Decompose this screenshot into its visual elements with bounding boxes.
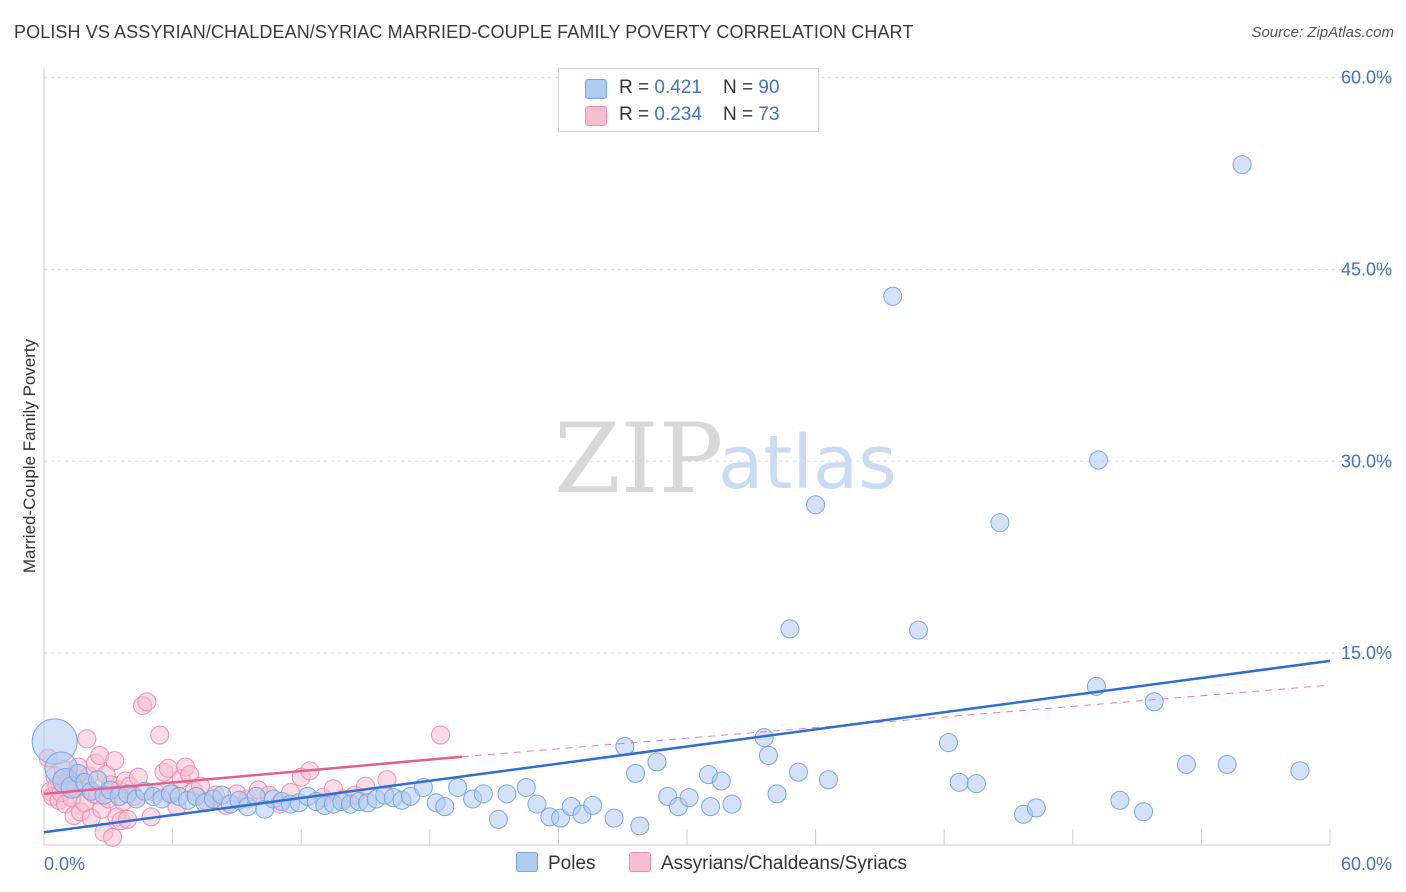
poles-point: [788, 762, 808, 782]
x-tick-label: 0.0%: [44, 854, 85, 874]
poles-point: [448, 777, 468, 797]
poles-point: [583, 795, 603, 815]
poles-point: [488, 809, 508, 829]
poles-point: [435, 797, 455, 817]
legend-poles-text: R = 0.421 N = 90: [619, 77, 780, 99]
poles-label: Poles: [548, 853, 596, 874]
grid-layer: [44, 77, 1392, 654]
poles-point: [722, 794, 742, 814]
legend-r-label: R =: [619, 104, 655, 125]
legend-n-label: N =: [723, 104, 759, 125]
legend-n-value: 73: [758, 104, 780, 125]
poles-point: [1110, 790, 1130, 810]
poles-point: [630, 816, 650, 836]
assyrian-point: [103, 827, 123, 847]
axes-layer: [43, 68, 1331, 846]
bottom-legend-poles: Poles: [516, 852, 596, 875]
assyrian-point: [105, 751, 125, 771]
legend-n-label: N =: [723, 77, 759, 98]
assyrians-swatch: [629, 852, 651, 872]
poles-swatch: [585, 79, 607, 99]
correlation-legend: R = 0.421 N = 90 R = 0.234 N = 73: [558, 68, 819, 132]
assyrian-points: [38, 692, 451, 847]
watermark: ZIP atlas: [554, 403, 897, 515]
poles-point: [647, 752, 667, 772]
y-tick-label: 45.0%: [1341, 259, 1392, 279]
poles-point: [883, 286, 903, 306]
chart-title: POLISH VS ASSYRIAN/CHALDEAN/SYRIAC MARRI…: [14, 22, 914, 42]
poles-point: [908, 620, 928, 640]
y-axis-label: Married-Couple Family Poverty: [20, 338, 39, 573]
assyrian-point: [77, 729, 97, 749]
poles-point: [990, 513, 1010, 533]
assyrian-trend-extension: [461, 684, 1331, 758]
poles-point: [767, 784, 787, 804]
source-label: Source: ZipAtlas.com: [1251, 24, 1394, 41]
poles-point: [701, 797, 721, 817]
poles-point: [806, 495, 826, 515]
poles-point: [1290, 761, 1310, 781]
legend-n-value: 90: [758, 77, 780, 98]
poles-point: [516, 777, 536, 797]
legend-r-value: 0.421: [654, 77, 702, 98]
trend-lines: [43, 659, 1331, 834]
poles-point: [938, 733, 958, 753]
bottom-legend-assyrians: Assyrians/Chaldeans/Syriacs: [629, 852, 907, 875]
poles-point: [626, 763, 646, 783]
poles-point: [527, 794, 547, 814]
legend-r-value: 0.234: [654, 104, 702, 125]
poles-point: [1026, 798, 1046, 818]
poles-point: [818, 770, 838, 790]
poles-point: [679, 788, 699, 808]
poles-point: [1134, 802, 1154, 822]
poles-point: [966, 774, 986, 794]
poles-trend-line: [43, 659, 1331, 834]
x-tick-label: 60.0%: [1341, 854, 1392, 874]
watermark-zip: ZIP: [554, 403, 723, 515]
tick-labels: 15.0% 30.0% 45.0% 60.0% 0.0% 60.0%: [44, 68, 1392, 874]
assyrian-trend-line: [43, 755, 463, 796]
assyrians-label: Assyrians/Chaldeans/Syriacs: [661, 853, 908, 874]
poles-point: [473, 784, 493, 804]
y-tick-label: 15.0%: [1341, 643, 1392, 663]
poles-point: [711, 771, 731, 791]
poles-point: [949, 772, 969, 792]
y-tick-label: 60.0%: [1341, 68, 1392, 88]
poles-point: [1089, 450, 1109, 470]
watermark-atlas: atlas: [718, 420, 897, 506]
poles-point: [1144, 692, 1164, 712]
poles-point: [497, 784, 517, 804]
assyrian-point: [150, 725, 170, 745]
assyrian-point: [137, 692, 157, 712]
legend-r-label: R =: [619, 77, 655, 98]
poles-point: [604, 808, 624, 828]
poles-point: [1217, 754, 1237, 774]
assyrian-point: [431, 725, 451, 745]
poles-point: [1232, 155, 1252, 175]
poles-point: [1176, 754, 1196, 774]
poles-swatch: [516, 852, 538, 872]
y-tick-label: 30.0%: [1341, 451, 1392, 471]
poles-point: [758, 745, 778, 765]
legend-assyrians-text: R = 0.234 N = 73: [619, 104, 780, 126]
assyrians-swatch: [585, 106, 607, 126]
poles-point: [780, 619, 800, 639]
